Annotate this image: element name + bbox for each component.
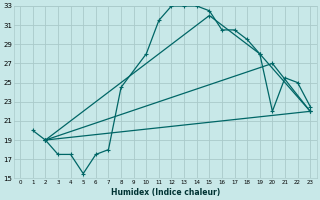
X-axis label: Humidex (Indice chaleur): Humidex (Indice chaleur) xyxy=(111,188,220,197)
